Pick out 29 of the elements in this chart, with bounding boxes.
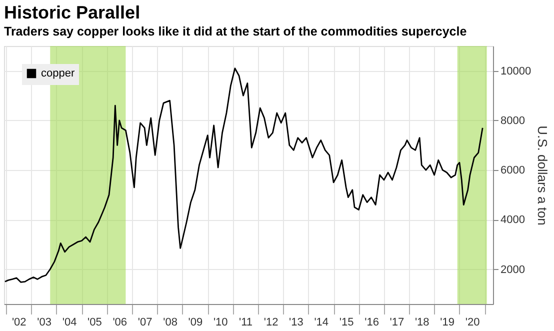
x-tick-label: '15	[339, 316, 354, 328]
y-tick-label: 10000	[500, 65, 532, 78]
y-tick-label: 8000	[500, 114, 525, 127]
x-tick-label: '16	[364, 316, 379, 328]
chart-title: Historic Parallel	[4, 2, 140, 22]
x-tick-label: '02	[12, 316, 26, 328]
x-tick-label: '08	[163, 316, 178, 328]
x-tick-label: '18	[414, 316, 430, 328]
x-tick-label: '04	[62, 316, 77, 328]
x-tick-label: '13	[289, 316, 304, 328]
x-tick-label: '07	[138, 316, 152, 328]
x-tick-label: '03	[37, 316, 52, 328]
x-tick-label: '09	[188, 316, 203, 328]
y-tick-label: 6000	[500, 164, 525, 177]
x-tick-label: '10	[213, 316, 228, 328]
x-tick-label: '11	[239, 316, 253, 328]
x-tick-label: '17	[390, 316, 404, 328]
y-tick-label: 4000	[500, 214, 525, 226]
x-tick-label: '05	[88, 316, 102, 328]
line-series	[4, 68, 484, 283]
y-axis-title: U.S. dollars a ton	[535, 126, 550, 226]
chart-subtitle: Traders say copper looks like it did at the start of the commodities supercycle	[4, 24, 467, 38]
x-tick-label: '20	[465, 316, 480, 328]
y-tick-label: 2000	[500, 264, 525, 276]
x-tick-label: '14	[314, 316, 329, 328]
x-tick-label: '06	[112, 316, 128, 328]
x-tick-label: '19	[440, 316, 454, 328]
legend-label: copper	[41, 68, 75, 80]
x-tick-label: '12	[264, 316, 278, 328]
